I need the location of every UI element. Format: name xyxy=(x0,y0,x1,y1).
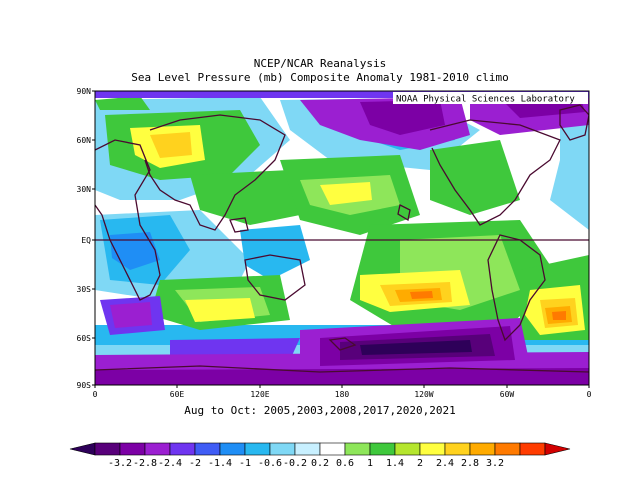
credit-text: NOAA Physical Sciences Laboratory xyxy=(396,95,575,105)
colorbar-label: -1.4 xyxy=(208,458,232,469)
colorbar-swatch xyxy=(119,442,146,456)
colorbar-swatch xyxy=(94,442,121,456)
colorbar-label: 2.4 xyxy=(436,458,454,469)
lat-label: 30S xyxy=(77,285,92,294)
date-caption: Aug to Oct: 2005,2003,2008,2017,2020,202… xyxy=(184,404,456,417)
lat-label: 90N xyxy=(77,87,92,96)
colorbar-swatch xyxy=(419,442,446,456)
lon-label: 0 xyxy=(93,390,98,399)
colorbar-label: -2 xyxy=(189,458,201,469)
anomaly-field xyxy=(95,91,589,385)
lon-label: 120E xyxy=(250,390,269,399)
chart-subtitle: Sea Level Pressure (mb) Composite Anomal… xyxy=(131,71,509,84)
lon-label: 60E xyxy=(170,390,185,399)
credit-box xyxy=(393,92,588,104)
colorbar-label: 1.4 xyxy=(386,458,404,469)
lat-label: 60N xyxy=(77,136,92,145)
colorbar-label: -2.8 xyxy=(133,458,157,469)
lon-label: 120W xyxy=(414,390,433,399)
colorbar-label: -0.2 xyxy=(283,458,307,469)
colorbar-label: -1 xyxy=(239,458,251,469)
lon-label: 60W xyxy=(500,390,515,399)
colorbar-label: 2 xyxy=(417,458,423,469)
colorbar-label: 2.8 xyxy=(461,458,479,469)
colorbar-label: 0.2 xyxy=(311,458,329,469)
colorbar-label: 0.6 xyxy=(336,458,354,469)
colorbar-label: 3.2 xyxy=(486,458,504,469)
colorbar-swatch xyxy=(369,442,396,456)
colorbar-swatch xyxy=(319,442,346,456)
colorbar-swatch xyxy=(294,442,321,456)
lat-label: EQ xyxy=(81,236,91,245)
longitude-axis: 0 60E 120E 180 120W 60W 0 xyxy=(93,385,592,399)
lat-label: 60S xyxy=(77,334,92,343)
colorbar-swatch xyxy=(69,442,96,456)
colorbar-label: -2.4 xyxy=(158,458,182,469)
colorbar-swatch xyxy=(219,442,246,456)
colorbar-swatch xyxy=(344,442,371,456)
colorbar-swatch xyxy=(269,442,296,456)
latitude-axis: 90N 60N 30N EQ 30S 60S 90S xyxy=(77,87,95,390)
colorbar-swatch xyxy=(519,442,546,456)
colorbar-label: 1 xyxy=(367,458,373,469)
colorbar xyxy=(69,442,571,456)
colorbar-label: -0.6 xyxy=(258,458,282,469)
colorbar-swatch xyxy=(144,442,171,456)
colorbar-swatch xyxy=(394,442,421,456)
chart-title: NCEP/NCAR Reanalysis xyxy=(253,57,387,70)
lat-label: 90S xyxy=(77,381,92,390)
colorbar-swatch xyxy=(494,442,521,456)
colorbar-swatch xyxy=(444,442,471,456)
colorbar-swatch xyxy=(469,442,496,456)
colorbar-swatch xyxy=(544,442,571,456)
colorbar-swatch xyxy=(244,442,271,456)
colorbar-swatch xyxy=(194,442,221,456)
lon-label: 0 xyxy=(587,390,592,399)
coastlines xyxy=(95,104,589,373)
colorbar-labels: -3.2 -2.8 -2.4 -2 -1.4 -1 -0.6 -0.2 0.2 0.6 1 1.4 2 2… xyxy=(108,458,504,469)
colorbar-swatch xyxy=(169,442,196,456)
lon-label: 180 xyxy=(335,390,350,399)
lat-label: 30N xyxy=(77,185,92,194)
colorbar-label: -3.2 xyxy=(108,458,132,469)
